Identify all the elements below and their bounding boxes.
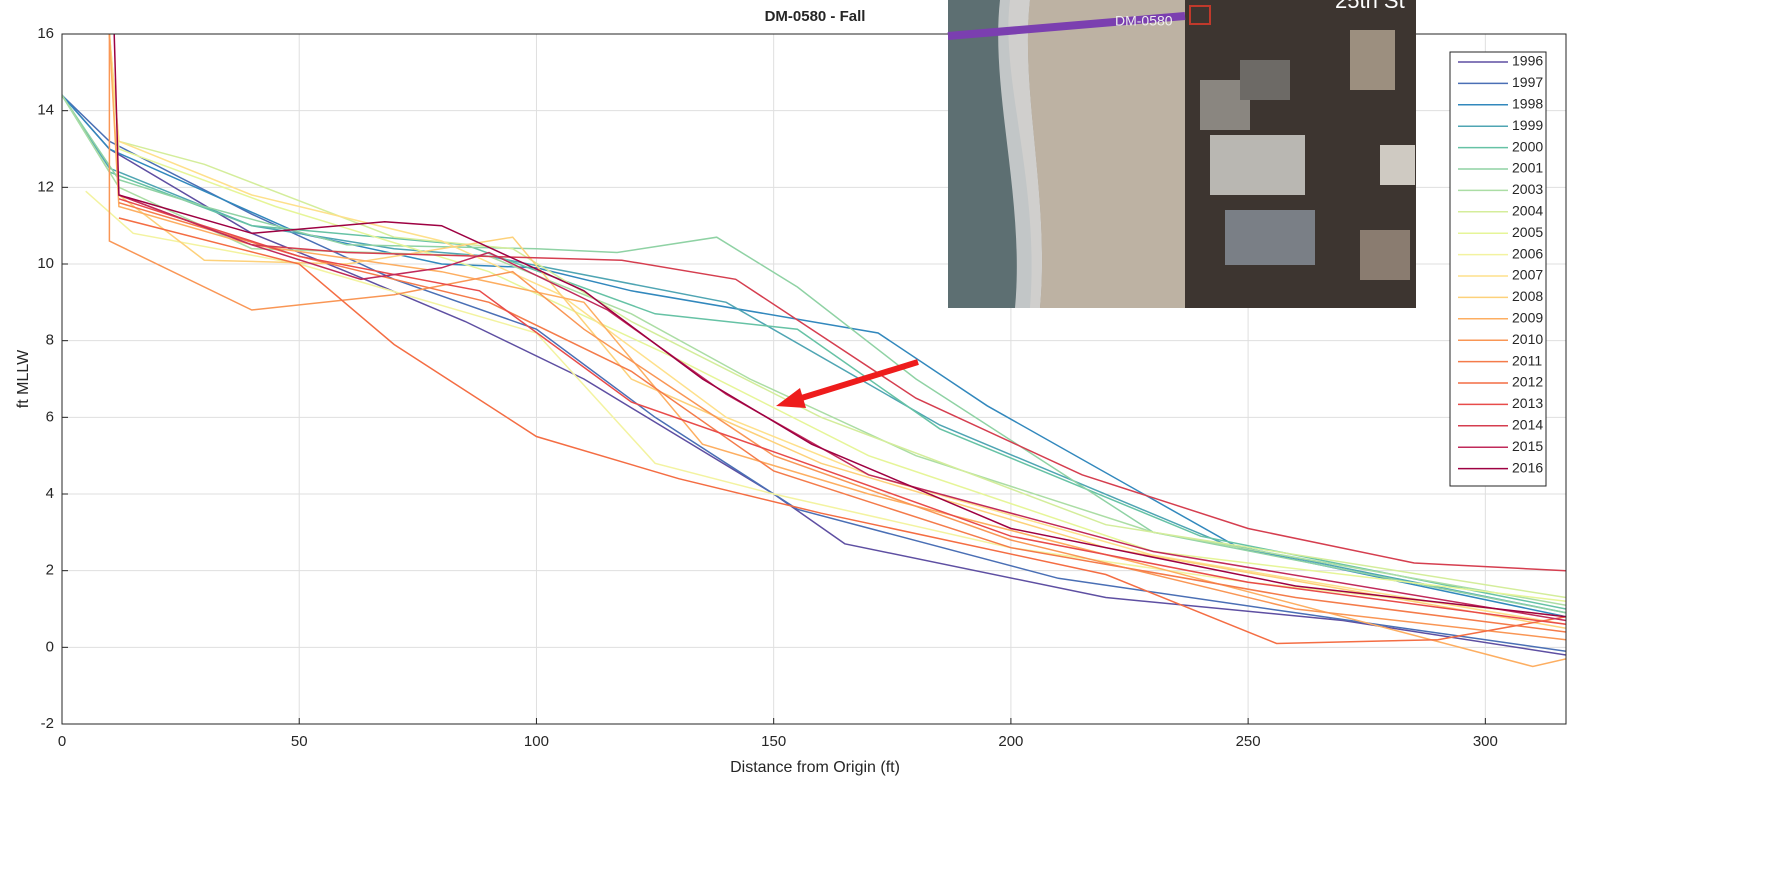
- x-tick-label: 150: [761, 733, 786, 750]
- x-axis-label: Distance from Origin (ft): [730, 759, 900, 776]
- series-line: [62, 94, 1566, 614]
- legend-label: 1999: [1512, 117, 1543, 133]
- series-line: [62, 94, 1566, 618]
- legend-label: 2010: [1512, 331, 1543, 347]
- legend-label: 1996: [1512, 53, 1543, 69]
- legend-label: 2004: [1512, 203, 1543, 219]
- legend-label: 2000: [1512, 138, 1543, 154]
- y-tick-label: 10: [37, 255, 54, 272]
- legend-label: 1997: [1512, 74, 1543, 90]
- y-axis-label: ft MLLW: [15, 349, 32, 408]
- y-tick-label: 16: [37, 25, 54, 42]
- legend-label: 2014: [1512, 417, 1543, 433]
- series-line: [62, 94, 1566, 610]
- red-arrow: [776, 359, 919, 408]
- plot-frame: [61, 33, 1567, 725]
- lines: [62, 34, 1566, 668]
- legend-label: 2007: [1512, 267, 1543, 283]
- series-line: [118, 194, 1566, 572]
- series-line: [108, 34, 1566, 629]
- legend-label: 1998: [1512, 96, 1543, 112]
- series-line: [118, 201, 1566, 633]
- legend-label: 2001: [1512, 160, 1543, 176]
- legend-label: 2009: [1512, 310, 1543, 326]
- aerial-inset: DM-0580 25th St: [947, 0, 1416, 308]
- inset-label: DM-0580: [1115, 13, 1173, 29]
- series-line: [62, 94, 1566, 652]
- series-line: [118, 194, 1566, 622]
- legend-label: 2011: [1512, 352, 1542, 368]
- legend-box: [1449, 51, 1547, 487]
- street-label: 25th St: [1335, 0, 1405, 13]
- series-line: [108, 34, 1566, 603]
- series-line: [118, 217, 1566, 645]
- legend: 1996 1997 1998 1999 2000 2001 2003 2004 2005 2006…: [1449, 51, 1547, 487]
- series-line: [108, 34, 1566, 668]
- y-tick-label: 0: [46, 638, 54, 655]
- x-tick-label: 0: [58, 733, 66, 750]
- y-tick-label: 2: [46, 562, 54, 579]
- y-tick-label: 12: [37, 178, 54, 195]
- y-tick-label: 14: [37, 102, 54, 119]
- x-tick-label: 50: [291, 733, 308, 750]
- series-line: [108, 34, 1566, 641]
- legend-label: 2015: [1512, 438, 1543, 454]
- legend-label: 2016: [1512, 459, 1543, 475]
- legend-label: 2003: [1512, 181, 1543, 197]
- y-tick-label: -2: [41, 715, 54, 732]
- series-line: [62, 94, 1566, 656]
- legend-label: 2013: [1512, 395, 1543, 411]
- legend-label: 2008: [1512, 288, 1543, 304]
- series-line: [108, 34, 1566, 599]
- series-line: [118, 198, 1566, 626]
- x-tick-label: 300: [1473, 733, 1498, 750]
- x-tick-label: 200: [998, 733, 1023, 750]
- x-tick-label: 250: [1236, 733, 1261, 750]
- series-line: [113, 34, 1566, 618]
- legend-label: 2012: [1512, 374, 1543, 390]
- y-tick-label: 6: [46, 408, 54, 425]
- y-tick-label: 4: [46, 485, 54, 502]
- legend-label: 2005: [1512, 224, 1543, 240]
- y-tick-label: 8: [46, 332, 54, 349]
- legend-label: 2006: [1512, 245, 1543, 261]
- chart-title: DM-0580 - Fall: [765, 8, 866, 25]
- x-tick-label: 100: [524, 733, 549, 750]
